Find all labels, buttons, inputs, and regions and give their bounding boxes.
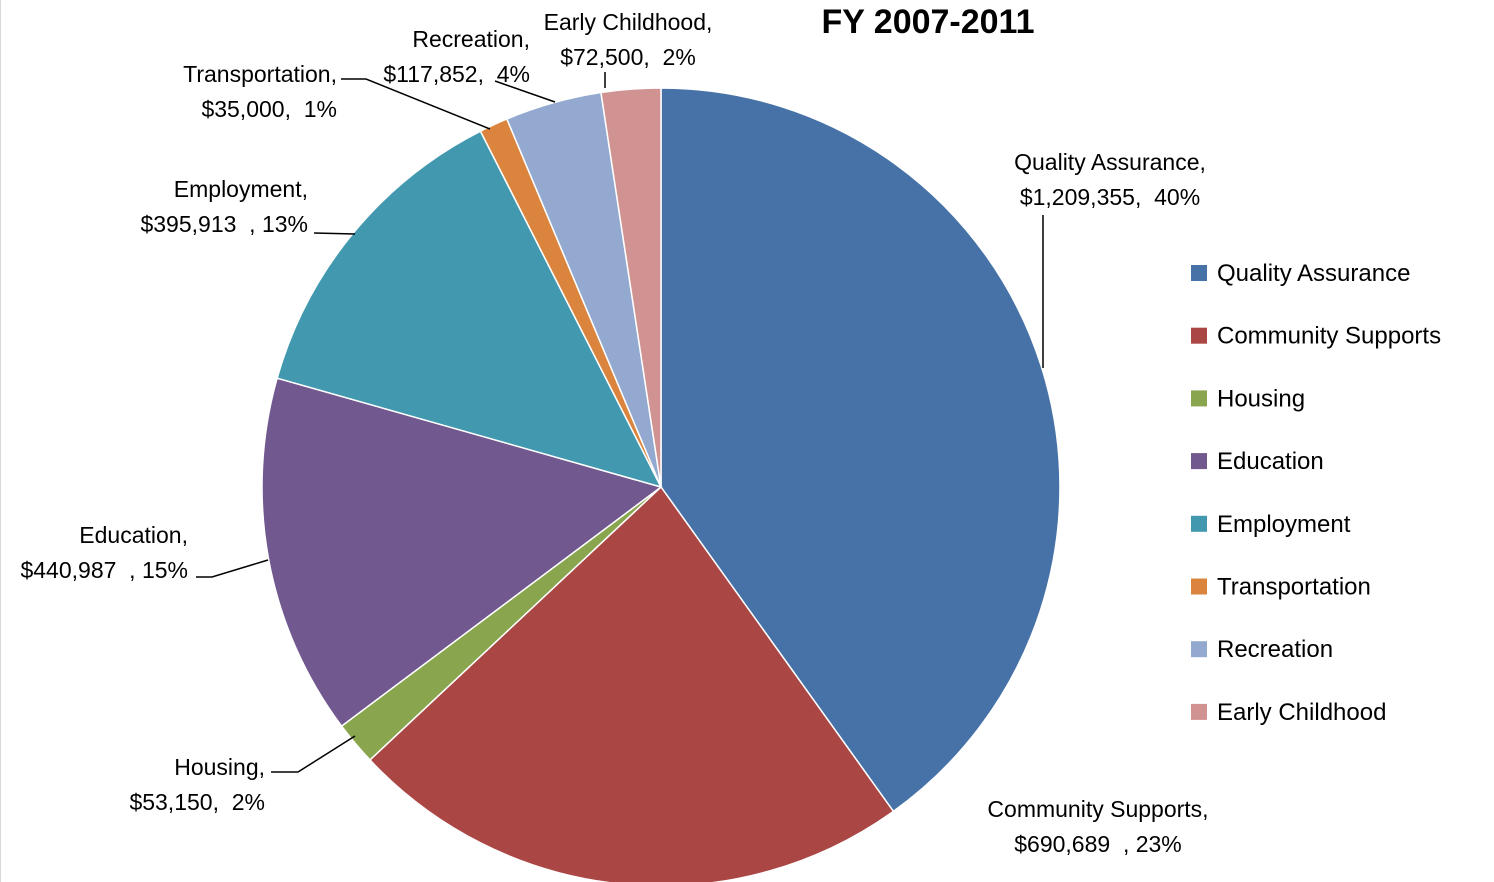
data-label-quality-assurance: Quality Assurance, $1,209,355, 40% [1014,149,1206,210]
data-label-early-childhood: Early Childhood, $72,500, 2% [544,9,713,70]
legend-label-education: Education [1217,448,1324,475]
data-label-line: Transportation, [183,61,337,87]
data-label-line: $395,913 , 13% [140,211,308,237]
legend-swatch-community-supports [1191,327,1207,344]
data-label-line: $690,689 , 23% [1014,831,1182,857]
data-label-recreation: Recreation, $117,852, 4% [383,26,530,87]
legend-label-employment: Employment [1217,511,1351,538]
pie-slices [261,87,1061,882]
legend: Quality Assurance Community Supports Housi… [1191,260,1441,726]
legend-label-housing: Housing [1217,385,1305,412]
data-label-line: Housing, [174,754,265,780]
legend-label-community-supports: Community Supports [1217,323,1441,350]
legend-swatch-recreation [1191,641,1207,658]
leader-lines [196,72,1044,773]
leader-line-recreation [494,80,556,103]
data-label-line: $440,987 , 15% [20,557,188,583]
leader-line-transportation [341,78,491,130]
pie-slice-community-supports [368,485,895,882]
pie-slice-education [261,377,663,728]
leader-line-education [196,559,269,578]
data-label-line: $35,000, 1% [201,96,337,122]
legend-label-early-childhood: Early Childhood [1217,699,1386,726]
data-label-community-supports: Community Supports, $690,689 , 23% [987,796,1208,857]
leader-line-employment [313,232,356,235]
legend-swatch-quality-assurance [1191,265,1207,281]
data-label-line: Community Supports, [987,796,1208,822]
legend-swatch-transportation [1191,578,1207,595]
legend-swatch-early-childhood [1191,703,1207,720]
data-label-line: $72,500, 2% [560,44,696,70]
chart-frame-edge [0,0,1,882]
legend-label-recreation: Recreation [1217,636,1333,663]
data-label-line: $1,209,355, 40% [1020,184,1200,210]
data-label-line: Education, [79,522,188,548]
legend-swatch-housing [1191,390,1207,407]
data-label-education: Education, $440,987 , 15% [20,522,188,583]
chart-title: FY 2007-2011 [822,3,1035,41]
data-label-transportation: Transportation, $35,000, 1% [183,61,337,122]
pie-slice-early-childhood [600,87,662,488]
legend-swatch-employment [1191,515,1207,532]
data-label-line: Quality Assurance, [1014,149,1206,175]
leader-line-housing [271,735,356,773]
pie-slice-quality-assurance [660,87,1061,813]
data-label-line: $53,150, 2% [129,789,265,815]
data-label-line: Early Childhood, [544,9,713,35]
data-label-housing: Housing, $53,150, 2% [129,754,265,815]
legend-label-quality-assurance: Quality Assurance [1217,260,1410,287]
data-label-employment: Employment, $395,913 , 13% [140,176,308,237]
data-label-line: Recreation, [412,26,530,52]
data-label-line: Employment, [174,176,308,202]
data-labels: Quality Assurance, $1,209,355, 40% Communi… [20,9,1208,857]
legend-swatch-education [1191,453,1207,470]
legend-label-transportation: Transportation [1217,574,1371,601]
data-label-line: $117,852, 4% [383,61,530,87]
